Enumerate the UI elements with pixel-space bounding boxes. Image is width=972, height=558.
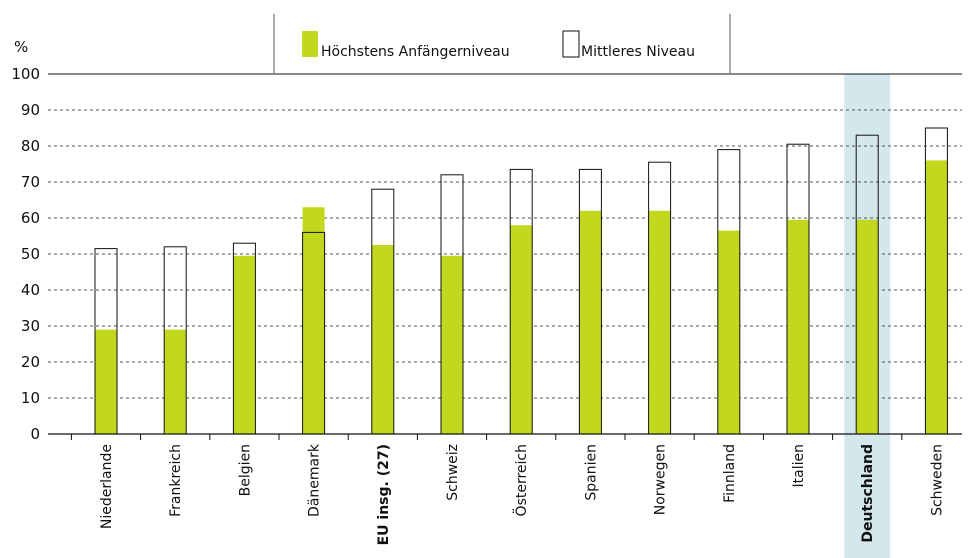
y-tick-label: 100 (11, 65, 40, 83)
x-category-label: Schweden (929, 444, 945, 516)
bar-hoechstens (371, 245, 394, 434)
y-tick-label: 70 (21, 173, 40, 191)
bars (94, 127, 948, 435)
y-tick-label: 60 (21, 209, 40, 227)
x-category-label: Dänemark (307, 443, 323, 517)
bar-hoechstens (510, 225, 533, 434)
x-category-label: Norwegen (653, 444, 669, 515)
y-tick-label: 40 (21, 281, 40, 299)
bar-hoechstens (95, 329, 117, 434)
x-category-label: Spanien (583, 444, 599, 501)
x-category-label: Schweiz (445, 444, 461, 501)
y-tick-label: 50 (21, 245, 40, 263)
y-tick-label: 90 (21, 101, 40, 119)
x-category-label: Italien (791, 444, 807, 487)
grid (48, 109, 962, 399)
bar-hoechstens (925, 160, 948, 434)
x-category-label: Deutschland (860, 444, 876, 543)
bar-hoechstens (717, 230, 740, 434)
legend: Höchstens Anfängerniveau Mittleres Nivea… (273, 14, 731, 73)
labels: 0 10 20 30 40 50 60 70 80 90 100 Niederlande Frankre… (11, 65, 945, 545)
y-tick-label: 20 (21, 353, 40, 371)
y-tick-label: 0 (30, 425, 40, 443)
bar-hoechstens (302, 207, 325, 434)
bar-hoechstens (579, 210, 602, 434)
x-category-label: Belgien (237, 444, 253, 496)
y-tick-label: 30 (21, 317, 40, 335)
legend-label-hoechstens: Höchstens Anfängerniveau (321, 44, 510, 60)
bar-hoechstens (164, 329, 187, 434)
x-category-label: Niederlande (99, 444, 115, 529)
legend-swatch-hoechstens (302, 31, 318, 57)
x-category-label: EU insg. (27) (376, 444, 392, 545)
bar-hoechstens (233, 255, 256, 434)
legend-swatch-mittleres (562, 30, 580, 58)
x-category-label: Österreich (512, 444, 530, 516)
y-tick-label: 10 (21, 389, 40, 407)
axes (48, 73, 962, 440)
x-category-label: Finnland (722, 444, 738, 503)
bar-hoechstens (648, 210, 671, 434)
legend-label-mittleres: Mittleres Niveau (581, 44, 695, 60)
bar-hoechstens (441, 255, 463, 434)
x-category-label: Frankreich (168, 444, 184, 517)
y-tick-label: 80 (21, 137, 40, 155)
bar-hoechstens (856, 219, 879, 434)
y-axis-unit: % (14, 38, 28, 56)
bar-hoechstens (787, 219, 809, 434)
